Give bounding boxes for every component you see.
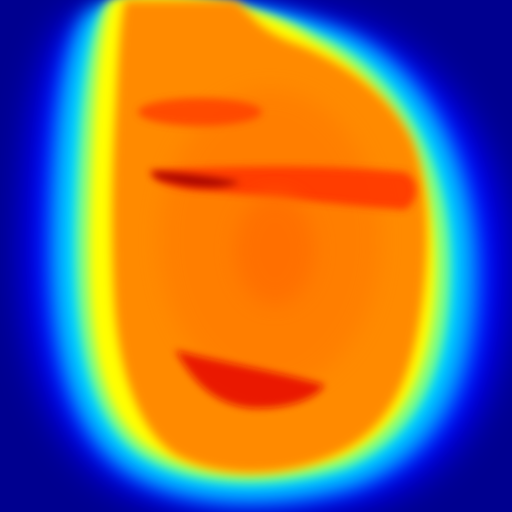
heat-eye-left-dark [152,172,240,188]
heat-eyebrow-left [138,98,262,126]
heat-eye-line [150,166,417,210]
heat-mouth [175,350,325,409]
heat-nose [235,195,315,305]
